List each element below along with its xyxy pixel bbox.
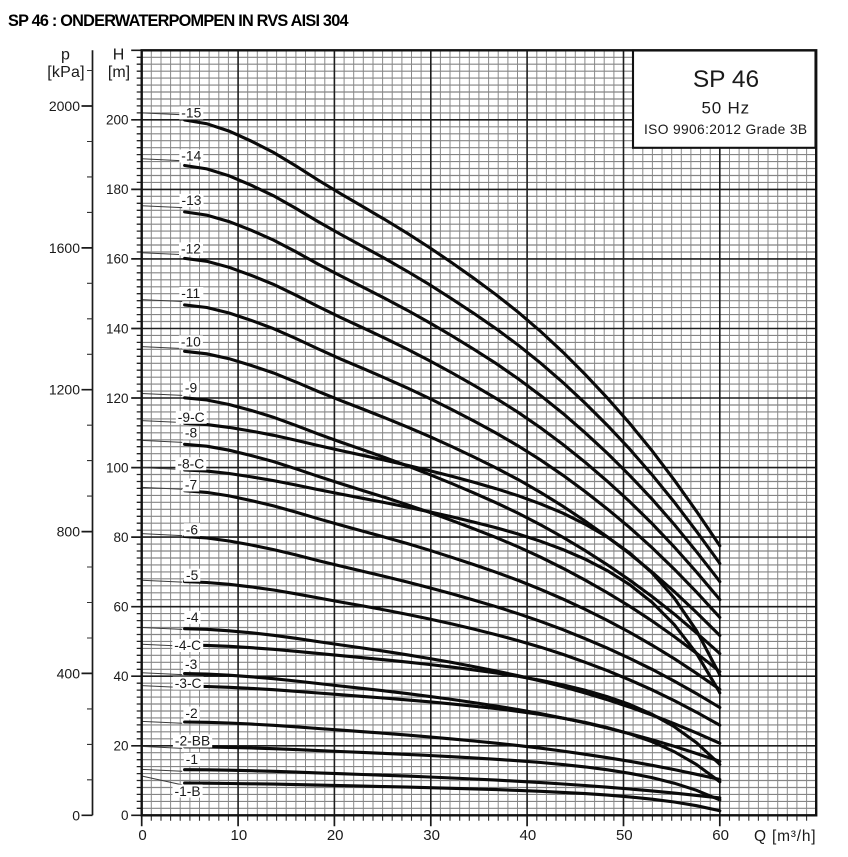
svg-text:-4: -4 xyxy=(186,610,199,625)
svg-text:p: p xyxy=(61,47,70,64)
svg-text:0: 0 xyxy=(72,807,80,823)
svg-text:50 Hz: 50 Hz xyxy=(701,98,749,117)
svg-text:100: 100 xyxy=(106,460,129,475)
svg-text:800: 800 xyxy=(57,524,81,540)
svg-text:60: 60 xyxy=(712,827,729,844)
svg-text:20: 20 xyxy=(113,739,128,754)
svg-text:[kPa]: [kPa] xyxy=(47,64,84,81)
svg-text:50: 50 xyxy=(616,827,633,844)
svg-text:-6: -6 xyxy=(186,523,199,538)
svg-text:160: 160 xyxy=(106,252,129,267)
svg-text:20: 20 xyxy=(327,827,344,844)
svg-text:[m]: [m] xyxy=(108,64,130,81)
svg-text:-8: -8 xyxy=(185,426,198,441)
svg-text:1200: 1200 xyxy=(49,382,80,398)
svg-text:-2: -2 xyxy=(185,706,197,721)
svg-text:120: 120 xyxy=(106,391,129,406)
svg-text:-1-B: -1-B xyxy=(175,784,201,799)
svg-text:200: 200 xyxy=(106,113,129,128)
svg-text:-9-C: -9-C xyxy=(178,410,205,425)
svg-text:-10: -10 xyxy=(181,335,201,350)
svg-text:40: 40 xyxy=(520,827,537,844)
svg-text:-7: -7 xyxy=(185,478,197,493)
svg-text:0: 0 xyxy=(121,808,129,823)
svg-text:Q [m³/h]: Q [m³/h] xyxy=(754,828,816,845)
svg-text:40: 40 xyxy=(113,669,128,684)
svg-text:-4-C: -4-C xyxy=(174,638,201,653)
svg-text:-3: -3 xyxy=(185,657,198,672)
svg-text:1600: 1600 xyxy=(49,240,80,256)
svg-text:60: 60 xyxy=(113,600,128,615)
svg-text:30: 30 xyxy=(423,827,440,844)
svg-text:-5: -5 xyxy=(186,568,199,583)
svg-text:-1: -1 xyxy=(186,752,198,767)
svg-text:-8-C: -8-C xyxy=(177,457,204,472)
svg-text:-3-C: -3-C xyxy=(175,676,202,691)
svg-text:0: 0 xyxy=(138,827,146,844)
svg-text:-11: -11 xyxy=(181,286,200,301)
svg-text:180: 180 xyxy=(106,182,129,197)
svg-text:ISO 9906:2012 Grade 3B: ISO 9906:2012 Grade 3B xyxy=(644,122,807,137)
svg-text:-13: -13 xyxy=(182,193,202,208)
svg-text:SP 46: SP 46 xyxy=(693,66,759,93)
svg-text:-15: -15 xyxy=(181,106,201,121)
svg-text:-14: -14 xyxy=(181,149,201,164)
svg-text:400: 400 xyxy=(57,665,81,681)
svg-text:-12: -12 xyxy=(181,242,201,257)
svg-text:2000: 2000 xyxy=(49,98,80,114)
svg-text:H: H xyxy=(113,47,125,64)
svg-text:-9: -9 xyxy=(185,381,198,396)
svg-text:80: 80 xyxy=(113,530,128,545)
svg-text:140: 140 xyxy=(106,321,129,336)
svg-text:10: 10 xyxy=(231,827,248,844)
svg-text:-2-BB: -2-BB xyxy=(175,734,210,749)
